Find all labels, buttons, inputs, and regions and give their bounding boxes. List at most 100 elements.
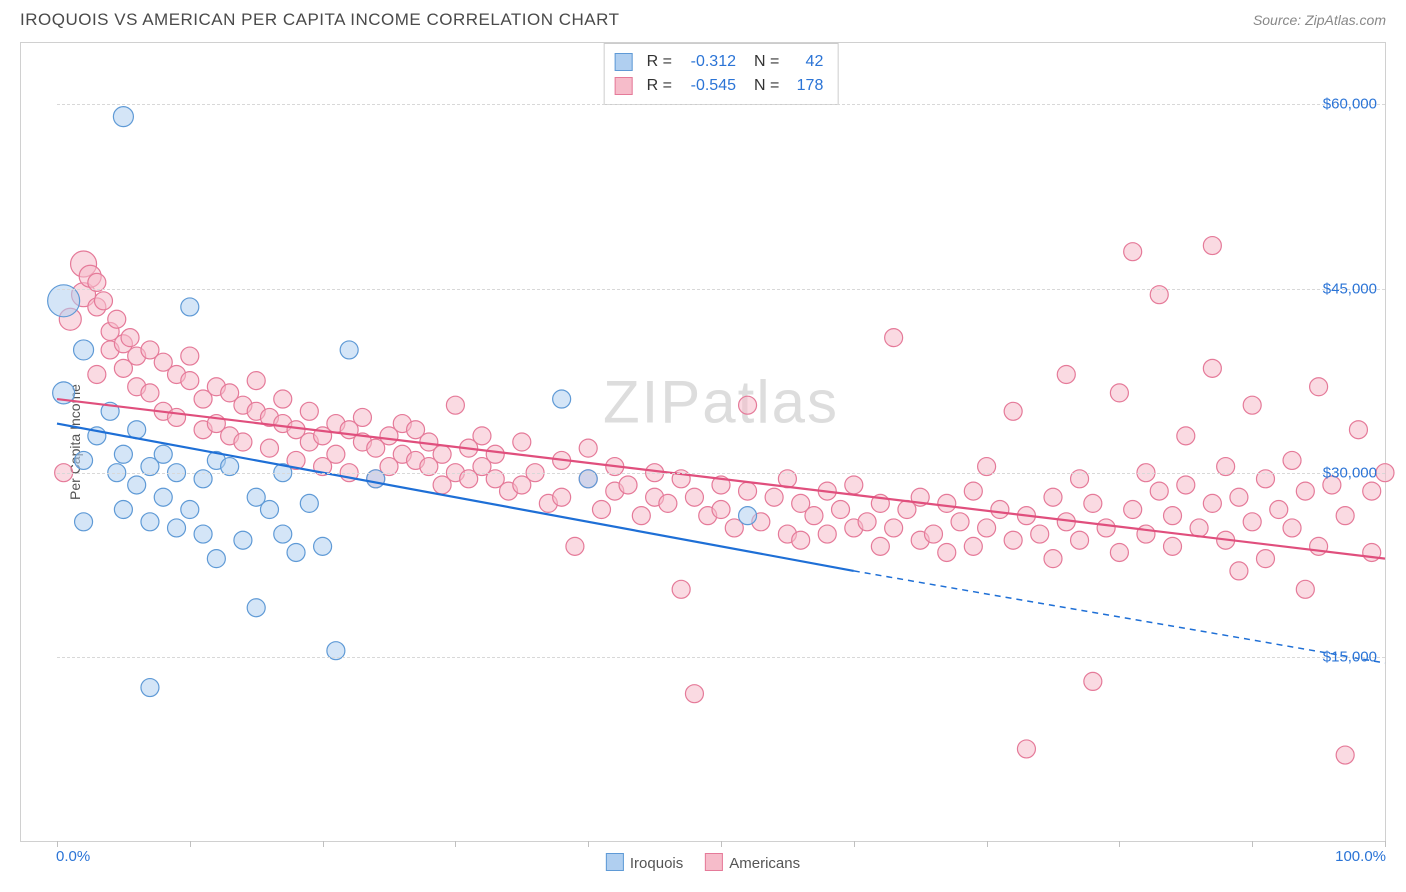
- chart-title: IROQUOIS VS AMERICAN PER CAPITA INCOME C…: [20, 10, 619, 30]
- scatter-point: [114, 501, 132, 519]
- scatter-point: [1203, 494, 1221, 512]
- gridline: [57, 289, 1385, 290]
- scatter-point: [260, 501, 278, 519]
- scatter-point: [247, 599, 265, 617]
- scatter-point: [964, 482, 982, 500]
- scatter-point: [792, 531, 810, 549]
- scatter-point: [1177, 427, 1195, 445]
- legend-item: Iroquois: [606, 853, 683, 872]
- scatter-point: [194, 525, 212, 543]
- scatter-point: [964, 537, 982, 555]
- scatter-point: [1164, 507, 1182, 525]
- scatter-point: [1256, 550, 1274, 568]
- scatter-point: [1296, 580, 1314, 598]
- chart-container: Per Capita Income ZIPatlas R =-0.312N =4…: [20, 42, 1386, 842]
- scatter-point: [685, 488, 703, 506]
- scatter-point: [619, 476, 637, 494]
- r-value: -0.312: [680, 50, 736, 74]
- scatter-point: [48, 285, 80, 317]
- scatter-point: [113, 107, 133, 127]
- scatter-point: [1283, 451, 1301, 469]
- x-tick: [1252, 841, 1253, 847]
- scatter-point: [141, 513, 159, 531]
- regression-line: [57, 424, 854, 571]
- scatter-point: [1071, 531, 1089, 549]
- scatter-point: [579, 439, 597, 457]
- n-label: N =: [754, 50, 779, 74]
- legend-row: R =-0.545N =178: [615, 74, 824, 98]
- scatter-point: [207, 550, 225, 568]
- scatter-point: [1137, 525, 1155, 543]
- x-tick: [987, 841, 988, 847]
- scatter-point: [1110, 384, 1128, 402]
- scatter-point: [1084, 494, 1102, 512]
- r-label: R =: [647, 74, 672, 98]
- scatter-point: [1097, 519, 1115, 537]
- x-max-label: 100.0%: [1335, 848, 1386, 865]
- scatter-point: [818, 525, 836, 543]
- scatter-point: [433, 445, 451, 463]
- scatter-point: [513, 433, 531, 451]
- scatter-point: [938, 494, 956, 512]
- correlation-legend: R =-0.312N =42R =-0.545N =178: [604, 43, 839, 105]
- scatter-point: [154, 488, 172, 506]
- x-tick: [57, 841, 58, 847]
- legend-label: Iroquois: [630, 855, 683, 872]
- legend-swatch: [615, 77, 633, 95]
- scatter-point: [1283, 519, 1301, 537]
- scatter-point: [1110, 543, 1128, 561]
- legend-swatch: [705, 853, 723, 871]
- scatter-point: [858, 513, 876, 531]
- scatter-point: [845, 476, 863, 494]
- scatter-point: [1336, 746, 1354, 764]
- gridline: [57, 104, 1385, 105]
- scatter-point: [739, 507, 757, 525]
- scatter-point: [168, 408, 186, 426]
- scatter-point: [1177, 476, 1195, 494]
- scatter-point: [128, 421, 146, 439]
- scatter-point: [1150, 482, 1168, 500]
- scatter-point: [274, 390, 292, 408]
- scatter-point: [274, 525, 292, 543]
- scatter-point: [1243, 513, 1261, 531]
- scatter-point: [1203, 359, 1221, 377]
- r-value: -0.545: [680, 74, 736, 98]
- scatter-point: [765, 488, 783, 506]
- scatter-point: [1243, 396, 1261, 414]
- scatter-point: [486, 445, 504, 463]
- legend-label: Americans: [729, 855, 800, 872]
- scatter-point: [1004, 402, 1022, 420]
- scatter-point: [1363, 482, 1381, 500]
- scatter-point: [1230, 562, 1248, 580]
- scatter-point: [234, 433, 252, 451]
- scatter-point: [1044, 550, 1062, 568]
- gridline: [57, 473, 1385, 474]
- scatter-point: [181, 372, 199, 390]
- scatter-point: [1296, 482, 1314, 500]
- scatter-point: [74, 340, 94, 360]
- scatter-point: [1270, 501, 1288, 519]
- n-value: 42: [787, 50, 823, 74]
- scatter-point: [121, 329, 139, 347]
- x-tick: [854, 841, 855, 847]
- scatter-point: [1164, 537, 1182, 555]
- scatter-point: [553, 390, 571, 408]
- x-tick: [588, 841, 589, 847]
- scatter-point: [181, 347, 199, 365]
- x-tick: [1385, 841, 1386, 847]
- scatter-point: [1310, 378, 1328, 396]
- scatter-point: [300, 494, 318, 512]
- legend-row: R =-0.312N =42: [615, 50, 824, 74]
- plot-area: ZIPatlas R =-0.312N =42R =-0.545N =178 $…: [57, 43, 1385, 841]
- scatter-point: [805, 507, 823, 525]
- scatter-point: [114, 445, 132, 463]
- scatter-point: [566, 537, 584, 555]
- scatter-point: [287, 543, 305, 561]
- scatter-point: [885, 519, 903, 537]
- scatter-point: [75, 513, 93, 531]
- scatter-point: [592, 501, 610, 519]
- scatter-point: [473, 427, 491, 445]
- scatter-point: [712, 501, 730, 519]
- x-min-label: 0.0%: [56, 848, 90, 865]
- scatter-point: [234, 531, 252, 549]
